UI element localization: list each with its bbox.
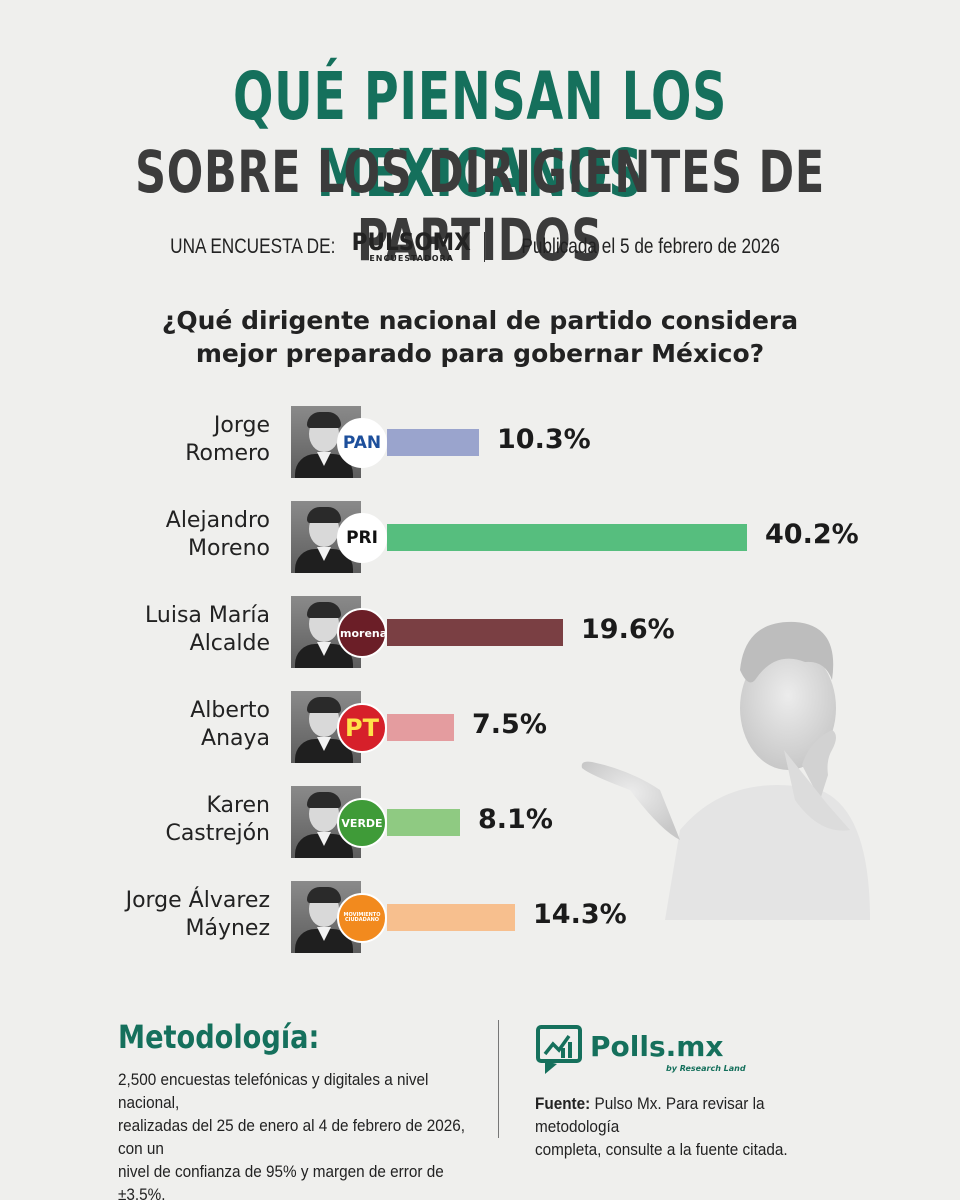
methodology-text: 2,500 encuestas telefónicas y digitales … [118,1068,478,1200]
main-title-line1: QUÉ PIENSAN LOS MEXICANOS [232,58,728,212]
candidate-name: Jorge Romero [30,412,270,468]
methodology-line: 2,500 encuestas telefónicas y digitales … [118,1070,429,1112]
footer-divider [498,1020,499,1138]
survey-question-line1: ¿Qué dirigente nacional de partido consi… [161,306,799,335]
candidate-name-line2: Anaya [201,726,270,751]
candidate-name-line1: Alejandro [165,508,270,533]
party-logo: MOVIMIENTO CIUDADANO [337,893,387,943]
publication-date: Publicada el 5 de febrero de 2026 [521,234,780,258]
candidate-photo [291,881,361,953]
bar [387,904,515,931]
candidate-name: Luisa María Alcalde [30,602,270,658]
party-logo: PT [337,703,387,753]
bar [387,429,479,456]
bar-value-label: 7.5% [472,709,547,740]
source-label: Fuente: [535,1094,591,1113]
party-logo: PAN [337,418,387,468]
bar [387,809,460,836]
candidate-name-line1: Alberto [190,698,270,723]
party-logo-text: morena [340,626,387,640]
party-logo: VERDE [337,798,387,848]
party-logo: PRI [337,513,387,563]
byline-separator [483,231,485,262]
source-note: Fuente: Pulso Mx. Para revisar la metodo… [535,1092,832,1161]
byline: UNA ENCUESTA DE: PULSOMX ENCUESTADORA Pu… [0,230,960,263]
bar-value-label: 8.1% [478,804,553,835]
party-logo-text: PAN [342,432,382,453]
chart-row: Jorge Romero PAN 10.3% [0,406,960,478]
chart-row: Jorge Álvarez Máynez MOVIMIENTO CIUDADANO 1… [0,881,960,953]
candidate-photo [291,691,361,763]
bar-value-label: 19.6% [581,614,675,645]
main-title-line2: SOBRE LOS DIRIGIENTES DE PARTIDOS [135,138,825,274]
chart-row: Luisa María Alcalde morena 19.6% [0,596,960,668]
pulsomx-logo-subtext: ENCUESTADORA [369,254,454,263]
candidate-name-line1: Luisa María [145,603,270,628]
party-logo-text: PT [345,714,379,742]
candidate-name-line1: Karen [206,793,270,818]
candidate-name: Alejandro Moreno [30,507,270,563]
methodology-title: Metodología: [118,1018,320,1056]
party-logo-text: VERDE [341,816,383,830]
candidate-photo [291,406,361,478]
candidate-name-line2: Máynez [185,916,270,941]
pulsomx-logo: PULSOMX ENCUESTADORA [345,230,477,263]
candidate-name-line1: Jorge Álvarez [125,888,270,913]
chart-row: Alejandro Moreno PRI 40.2% [0,501,960,573]
survey-question: ¿Qué dirigente nacional de partido consi… [0,304,960,370]
candidate-name-line2: Romero [185,441,270,466]
candidate-name: Karen Castrejón [30,792,270,848]
party-logo-text: PRI [346,527,378,548]
pulsomx-logo-text: PULSOMX [352,228,472,256]
chart-row: Alberto Anaya PT 7.5% [0,691,960,763]
methodology-line: nivel de confianza de 95% y margen de er… [118,1162,444,1200]
candidate-name: Jorge Álvarez Máynez [30,887,270,943]
bar [387,619,563,646]
party-logo: morena [337,608,387,658]
candidate-name-line2: Alcalde [189,631,270,656]
polls-mx-brand-sub: by Research Land [666,1064,746,1073]
bar [387,714,454,741]
bar [387,524,747,551]
thinking-person-illustration [581,621,870,920]
methodology-line: realizadas del 25 de enero al 4 de febre… [118,1116,466,1158]
party-logo-text: MOVIMIENTO CIUDADANO [343,912,381,923]
byline-prefix: UNA ENCUESTA DE: [170,234,336,258]
polls-mx-logo-icon [536,1025,582,1074]
bar-value-label: 10.3% [497,424,591,455]
polls-mx-brand: Polls.mx [590,1030,724,1063]
candidate-name: Alberto Anaya [30,697,270,753]
survey-question-line2: mejor preparado para gobernar México? [195,339,765,368]
candidate-name-line2: Moreno [188,536,270,561]
candidate-name-line2: Castrejón [165,821,270,846]
candidate-name-line1: Jorge [213,413,270,438]
source-text: Pulso Mx. Para revisar la metodología [535,1094,765,1136]
bar-value-label: 40.2% [765,519,859,550]
source-text-line2: completa, consulte a la fuente citada. [535,1140,788,1159]
chart-row: Karen Castrejón VERDE 8.1% [0,786,960,858]
bar-value-label: 14.3% [533,899,627,930]
